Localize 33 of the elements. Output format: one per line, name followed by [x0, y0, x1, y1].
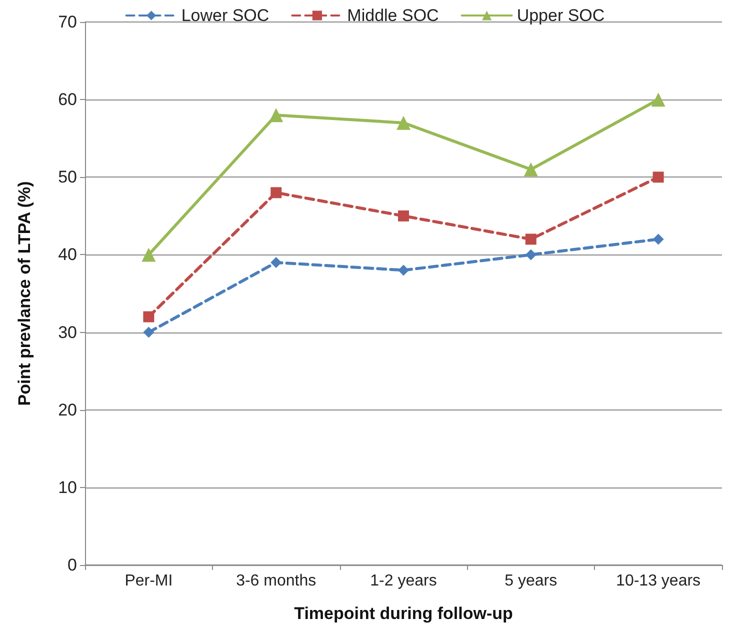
x-axis-title: Timepoint during follow-up	[294, 604, 513, 623]
x-tick-label: Per-MI	[124, 572, 173, 590]
point	[398, 264, 409, 276]
y-axis-title: Point prevlance of LTPA (%)	[15, 181, 34, 406]
y-tick-label: 10	[58, 478, 77, 497]
y-tick-label: 40	[58, 245, 77, 264]
point	[396, 116, 410, 130]
x-tick-label: 10-13 years	[616, 572, 701, 590]
point	[143, 326, 154, 338]
point	[270, 256, 282, 268]
y-tick-label: 0	[68, 556, 77, 574]
point	[270, 187, 282, 198]
point	[525, 249, 536, 260]
point	[524, 162, 538, 176]
y-tick-label: 50	[58, 168, 77, 187]
y-tick-label: 20	[58, 400, 77, 420]
point	[143, 311, 154, 322]
point	[398, 210, 409, 222]
x-tick-label: 1-2 years	[370, 572, 437, 590]
point	[142, 248, 156, 262]
legend-label: Upper SOC	[516, 6, 605, 25]
point	[269, 108, 284, 122]
point	[525, 234, 536, 245]
point	[651, 92, 666, 107]
y-tick-label: 60	[58, 90, 77, 110]
legend-label: Lower SOC	[181, 6, 270, 25]
point	[652, 234, 664, 245]
y-tick-label: 30	[58, 322, 77, 342]
x-tick-label: 5 years	[504, 572, 558, 590]
x-tick-label: 3-6 months	[236, 572, 316, 590]
point	[652, 172, 664, 183]
legend-label: Middle SOC	[347, 6, 439, 25]
y-tick-label: 70	[58, 12, 77, 32]
